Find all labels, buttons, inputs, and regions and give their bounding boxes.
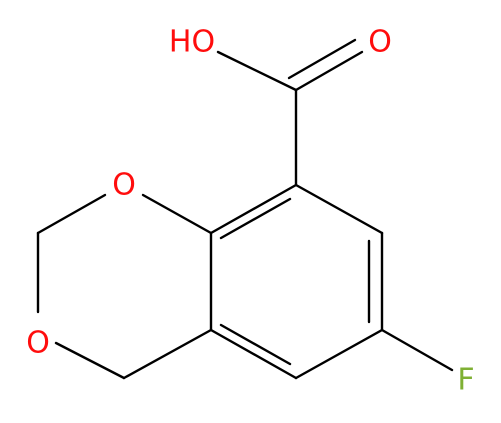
atoms: HO O O O F: [26, 25, 474, 398]
bond: [141, 193, 213, 235]
bond-double: [219, 197, 292, 240]
atom-label: O: [368, 25, 392, 60]
bond-double: [287, 38, 357, 80]
atom-label: F: [457, 363, 474, 398]
bond: [294, 328, 384, 380]
atom-label: O: [112, 168, 136, 203]
bond: [122, 328, 213, 380]
atom-label: O: [26, 326, 50, 361]
bond: [209, 328, 298, 380]
bond: [209, 183, 298, 235]
bond: [294, 183, 384, 235]
bond: [294, 50, 364, 92]
bond: [54, 341, 126, 380]
bond: [380, 328, 454, 372]
atom-label: HO: [169, 25, 215, 60]
bond-double: [219, 323, 292, 366]
bond: [36, 193, 107, 235]
bonds: [36, 38, 454, 380]
bond: [216, 50, 298, 92]
